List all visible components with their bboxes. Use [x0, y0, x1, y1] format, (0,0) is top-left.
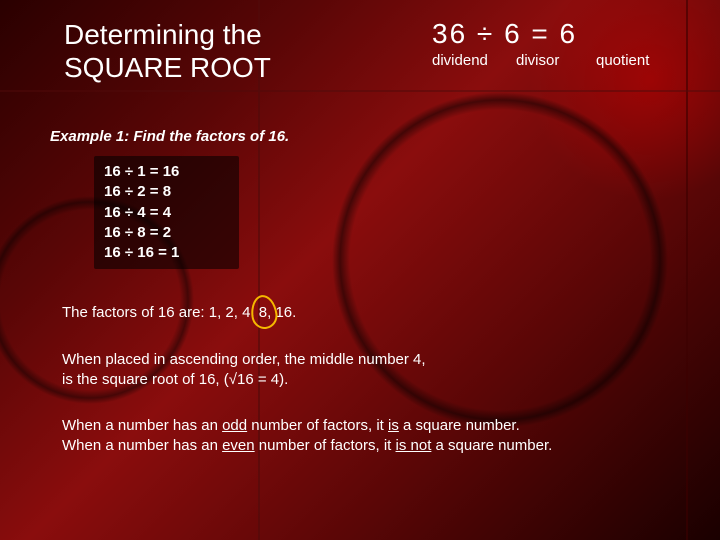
factor-line-3: 16 ÷ 8 = 2: [104, 223, 179, 243]
label-quotient: quotient: [596, 52, 649, 69]
label-divisor: divisor: [516, 52, 596, 69]
slide: Determining the SQUARE ROOT 36 ÷ 6 = 6 d…: [0, 0, 720, 540]
r2b: even: [222, 437, 255, 454]
r1c: number of factors, it: [247, 417, 388, 434]
factor-line-2: 16 ÷ 4 = 4: [104, 203, 179, 223]
factor-line-0: 16 ÷ 1 = 16: [104, 162, 179, 182]
example-heading: Example 1: Find the factors of 16.: [50, 128, 289, 145]
slide-title: Determining the SQUARE ROOT: [64, 18, 271, 84]
factor-line-4: 16 ÷ 16 = 1: [104, 243, 179, 263]
title-line-1: Determining the: [64, 19, 262, 50]
r1d: is: [388, 417, 399, 434]
label-dividend: dividend: [432, 52, 516, 69]
r1a: When a number has an: [62, 417, 222, 434]
r2a: When a number has an: [62, 437, 222, 454]
r2d: is not: [396, 437, 432, 454]
title-line-2: SQUARE ROOT: [64, 52, 271, 83]
middle-sentence: When placed in ascending order, the midd…: [62, 350, 426, 391]
middle-line-2: is the square root of 16, (√16 = 4).: [62, 371, 288, 388]
r2c: number of factors, it: [255, 437, 396, 454]
odd-rule: When a number has an odd number of facto…: [62, 416, 552, 457]
equation-text: 36 ÷ 6 = 6: [432, 18, 649, 50]
factor-box: 16 ÷ 1 = 16 16 ÷ 2 = 8 16 ÷ 4 = 4 16 ÷ 8…: [94, 156, 239, 269]
factors-prefix: The factors of 16 are: 1, 2,: [62, 304, 242, 321]
equation-block: 36 ÷ 6 = 6 dividend divisor quotient: [432, 18, 649, 69]
middle-line-1: When placed in ascending order, the midd…: [62, 351, 426, 368]
equation-labels: dividend divisor quotient: [432, 52, 649, 69]
r1b: odd: [222, 417, 247, 434]
r1e: a square number.: [399, 417, 520, 434]
factors-sentence: The factors of 16 are: 1, 2, 4, 8, 16.: [62, 304, 296, 321]
factor-line-1: 16 ÷ 2 = 8: [104, 182, 179, 202]
factors-suffix: , 8, 16.: [250, 304, 296, 321]
r2e: a square number.: [431, 437, 552, 454]
